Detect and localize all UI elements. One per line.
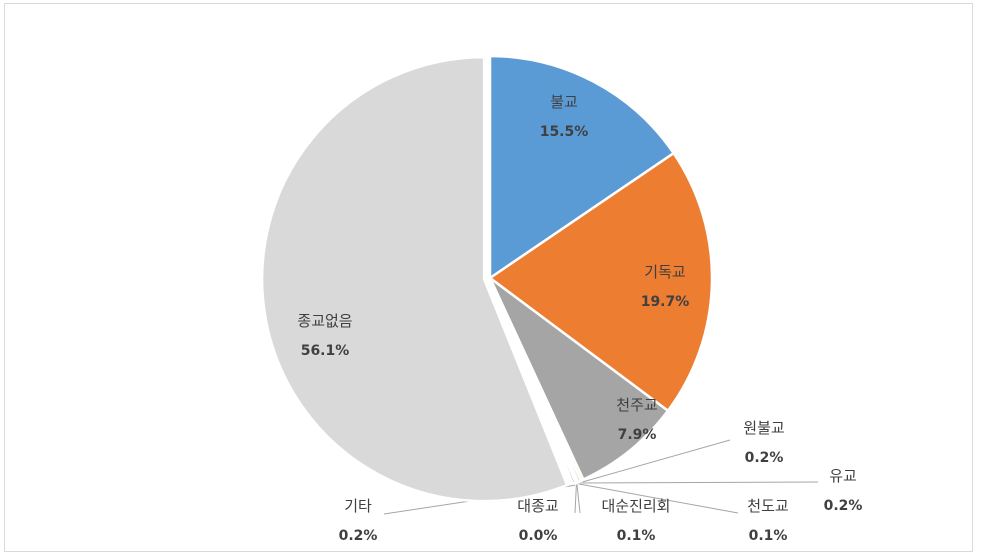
slice-category-label: 천주교 bbox=[616, 396, 657, 414]
slice-value-label: 0.2% bbox=[339, 528, 378, 544]
slice-category-label: 유교 bbox=[829, 467, 857, 485]
leader-line bbox=[578, 483, 739, 514]
slice-value-label: 56.1% bbox=[301, 343, 350, 359]
leader-line bbox=[580, 481, 819, 484]
slice-value-label: 0.1% bbox=[617, 528, 656, 544]
pie-slice bbox=[488, 54, 676, 281]
slice-value-label: 19.7% bbox=[641, 294, 690, 310]
slice-category-label: 천도교 bbox=[747, 497, 788, 515]
slice-category-label: 종교없음 bbox=[297, 312, 352, 330]
leader-line bbox=[576, 484, 581, 514]
leader-line bbox=[582, 439, 731, 483]
pie-slice bbox=[488, 277, 578, 486]
slice-value-label: 0.2% bbox=[745, 450, 784, 466]
slice-category-label: 대종교 bbox=[517, 497, 558, 515]
slice-value-label: 0.0% bbox=[519, 528, 558, 544]
slice-category-label: 원불교 bbox=[743, 419, 784, 437]
slice-category-label: 대순진리회 bbox=[601, 497, 670, 515]
slice-category-label: 기타 bbox=[344, 497, 372, 515]
slice-category-label: 불교 bbox=[550, 93, 578, 111]
slice-value-label: 7.9% bbox=[618, 427, 657, 443]
leader-line bbox=[574, 484, 577, 514]
slice-value-label: 0.2% bbox=[824, 498, 863, 514]
slice-value-label: 0.1% bbox=[749, 528, 788, 544]
pie-slice bbox=[487, 151, 714, 413]
pie-slice bbox=[488, 276, 670, 482]
slice-value-label: 15.5% bbox=[540, 124, 589, 140]
pie-slice bbox=[260, 55, 569, 503]
slice-category-label: 기독교 bbox=[644, 263, 685, 281]
